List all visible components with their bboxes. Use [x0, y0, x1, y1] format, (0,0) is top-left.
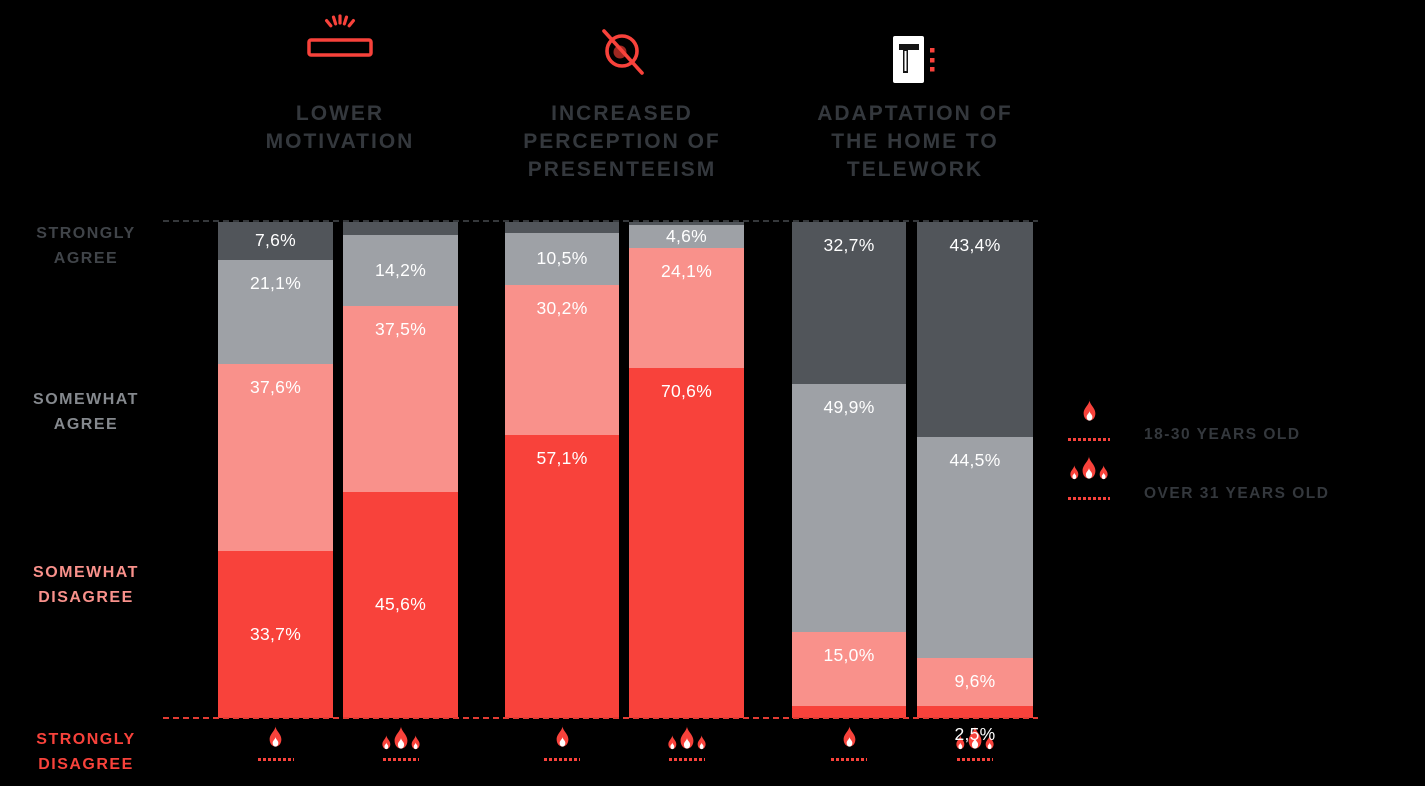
group-header-lower-motivation: LOWER MOTIVATION	[190, 0, 490, 153]
triple-flame-icon	[917, 725, 1033, 755]
stacked-bar: 10,5% 30,2% 57,1%	[505, 222, 619, 761]
segment-value-label: 45,6%	[374, 594, 427, 615]
triple-flame-icon	[343, 725, 458, 755]
axis-label-somewhat-agree: SOMEWHAT AGREE	[33, 391, 139, 433]
top-axis-dashed-line	[163, 220, 1038, 222]
single-flame-icon	[218, 725, 333, 752]
bar-segment-somewhat_agree: 49,9%	[792, 384, 906, 632]
stacked-bar: 43,4% 44,5% 9,6% 2,5%	[917, 222, 1033, 761]
segment-value-label: 33,7%	[249, 623, 302, 644]
bar-segment-strongly_agree	[343, 222, 458, 236]
segment-value-label: 14,2%	[374, 260, 427, 281]
segment-value-label: 43,4%	[949, 235, 1001, 255]
bar-segment-somewhat_disagree: 9,6%	[917, 657, 1033, 706]
legend-label: OVER 31 YEARS OLD	[1144, 485, 1330, 502]
bar-segment-strongly_disagree: 57,1%	[505, 434, 619, 718]
single-flame-icon	[1066, 399, 1112, 441]
stacked-bar: 4,6% 24,1% 70,6%	[629, 222, 744, 761]
axis-label-strongly-agree: STRONGLY AGREE	[36, 225, 136, 267]
bar-segment-somewhat_agree: 44,5%	[917, 437, 1033, 658]
flames-icon	[1070, 455, 1108, 480]
bar-segment-strongly_agree: 32,7%	[792, 222, 906, 385]
segment-value-label: 24,1%	[660, 261, 713, 282]
low-battery-icon	[302, 8, 378, 65]
bar-segment-strongly_agree: 43,4%	[917, 222, 1033, 438]
dotted-line	[257, 758, 294, 761]
single-flame-icon	[505, 725, 619, 752]
bar-segment-strongly_disagree: 70,6%	[629, 367, 744, 718]
bar-segment-somewhat_agree: 4,6%	[629, 225, 744, 249]
bar-segment-somewhat_disagree: 24,1%	[629, 248, 744, 368]
dotted-line	[668, 758, 705, 761]
segment-value-label: 21,1%	[249, 272, 302, 293]
legend-item-over-31: OVER 31 YEARS OLD	[1066, 455, 1330, 502]
single-flame-icon	[792, 725, 906, 752]
legend-item-18-30: 18-30 YEARS OLD	[1066, 399, 1329, 443]
segment-value-label: 49,9%	[823, 397, 875, 418]
axis-label-strongly-disagree: STRONGLY DISAGREE	[36, 731, 136, 773]
dotted-line	[1068, 438, 1110, 441]
segment-value-label: 7,6%	[254, 230, 297, 251]
bar-segment-somewhat_disagree: 37,5%	[343, 305, 458, 492]
group-header-adaptation: ADAPTATION OF THE HOME TO TELEWORK	[765, 0, 1065, 181]
bar-segment-somewhat_disagree: 15,0%	[792, 631, 906, 707]
bar-segment-strongly_disagree: 33,7%	[218, 550, 333, 718]
segment-value-label: 44,5%	[949, 450, 1001, 471]
segment-value-label: 4,6%	[665, 226, 708, 247]
segment-value-label: 9,6%	[954, 671, 996, 692]
legend: 18-30 YEARS OLD OVER 31 YEARS OLD	[1066, 399, 1329, 514]
segment-value-label: 2,5%	[954, 724, 996, 744]
stacked-bar: 32,7% 49,9% 15,0%	[792, 222, 906, 761]
bar-segment-somewhat_disagree: 37,6%	[218, 364, 333, 551]
bottom-axis-dashed-line	[163, 717, 1038, 719]
bar-segment-strongly_disagree: 45,6%	[343, 491, 458, 718]
dotted-line	[957, 758, 993, 761]
flame-icon	[1083, 399, 1096, 421]
bar-segment-somewhat_agree: 10,5%	[505, 232, 619, 285]
segment-value-label: 37,6%	[249, 377, 302, 398]
dotted-line	[382, 758, 419, 761]
dotted-line	[1068, 497, 1110, 500]
dotted-line	[544, 758, 580, 761]
dotted-line	[831, 758, 867, 761]
group-title: ADAPTATION OF THE HOME TO TELEWORK	[817, 102, 1013, 181]
bar-segment-strongly_agree: 7,6%	[218, 222, 333, 260]
group-title: LOWER MOTIVATION	[265, 102, 415, 153]
triple-flame-icon	[629, 725, 744, 755]
group-header-presenteeism: INCREASED PERCEPTION OF PRESENTEEISM	[472, 0, 772, 181]
bar-segment-strongly_disagree	[917, 705, 1033, 718]
bar-segment-strongly_agree	[505, 222, 619, 233]
segment-value-label: 32,7%	[823, 235, 875, 255]
triple-flame-icon	[1066, 455, 1112, 500]
bar-segment-somewhat_agree: 21,1%	[218, 259, 333, 365]
bar-segment-strongly_agree	[629, 222, 744, 226]
bar-segment-somewhat_disagree: 30,2%	[505, 284, 619, 435]
home-desk-icon	[889, 36, 941, 91]
segment-value-label: 70,6%	[660, 380, 713, 401]
group-title: INCREASED PERCEPTION OF PRESENTEEISM	[523, 102, 721, 181]
stacked-bar: 7,6% 21,1% 37,6% 33,7%	[218, 222, 333, 761]
stacked-bar: 14,2% 37,5% 45,6%	[343, 222, 458, 761]
segment-value-label: 15,0%	[823, 644, 875, 665]
bar-segment-somewhat_agree: 14,2%	[343, 235, 458, 306]
segment-value-label: 37,5%	[374, 318, 427, 339]
crossed-eye-icon	[594, 24, 650, 83]
legend-label: 18-30 YEARS OLD	[1144, 426, 1301, 443]
segment-value-label: 30,2%	[536, 297, 588, 318]
axis-label-somewhat-disagree: SOMEWHAT DISAGREE	[33, 564, 139, 606]
segment-value-label: 10,5%	[536, 248, 588, 269]
segment-value-label: 57,1%	[536, 447, 588, 468]
bar-segment-strongly_disagree	[792, 706, 906, 718]
